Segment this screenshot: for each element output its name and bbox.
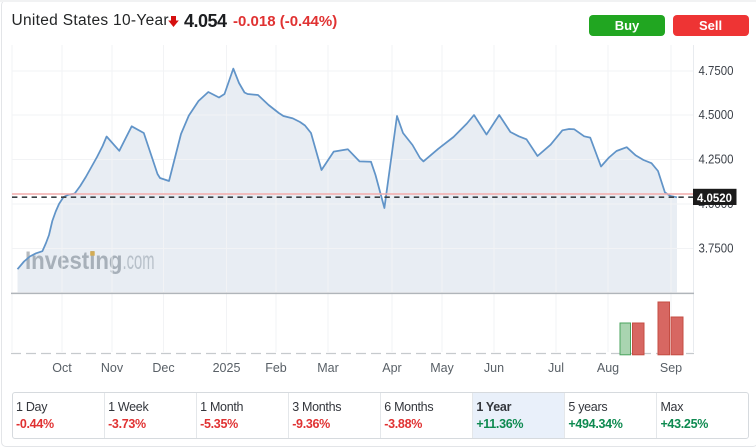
svg-text:4.0520: 4.0520 (697, 191, 732, 205)
svg-text:Aug: Aug (597, 361, 619, 375)
svg-text:May: May (430, 361, 454, 375)
svg-text:Oct: Oct (52, 361, 72, 375)
svg-text:Nov: Nov (101, 361, 124, 375)
svg-text:Sep: Sep (660, 361, 682, 375)
svg-text:4.7500: 4.7500 (699, 64, 734, 78)
svg-text:Dec: Dec (152, 361, 174, 375)
svg-text:.com: .com (123, 247, 155, 275)
svg-text:Mar: Mar (317, 361, 339, 375)
svg-text:Jun: Jun (484, 361, 504, 375)
svg-text:Feb: Feb (265, 361, 287, 375)
svg-text:4.5000: 4.5000 (699, 108, 734, 122)
svg-text:3.7500: 3.7500 (699, 242, 734, 256)
svg-text:2025: 2025 (213, 361, 241, 375)
svg-text:Apr: Apr (382, 361, 401, 375)
svg-text:Jul: Jul (548, 361, 564, 375)
svg-text:4.2500: 4.2500 (699, 153, 734, 167)
